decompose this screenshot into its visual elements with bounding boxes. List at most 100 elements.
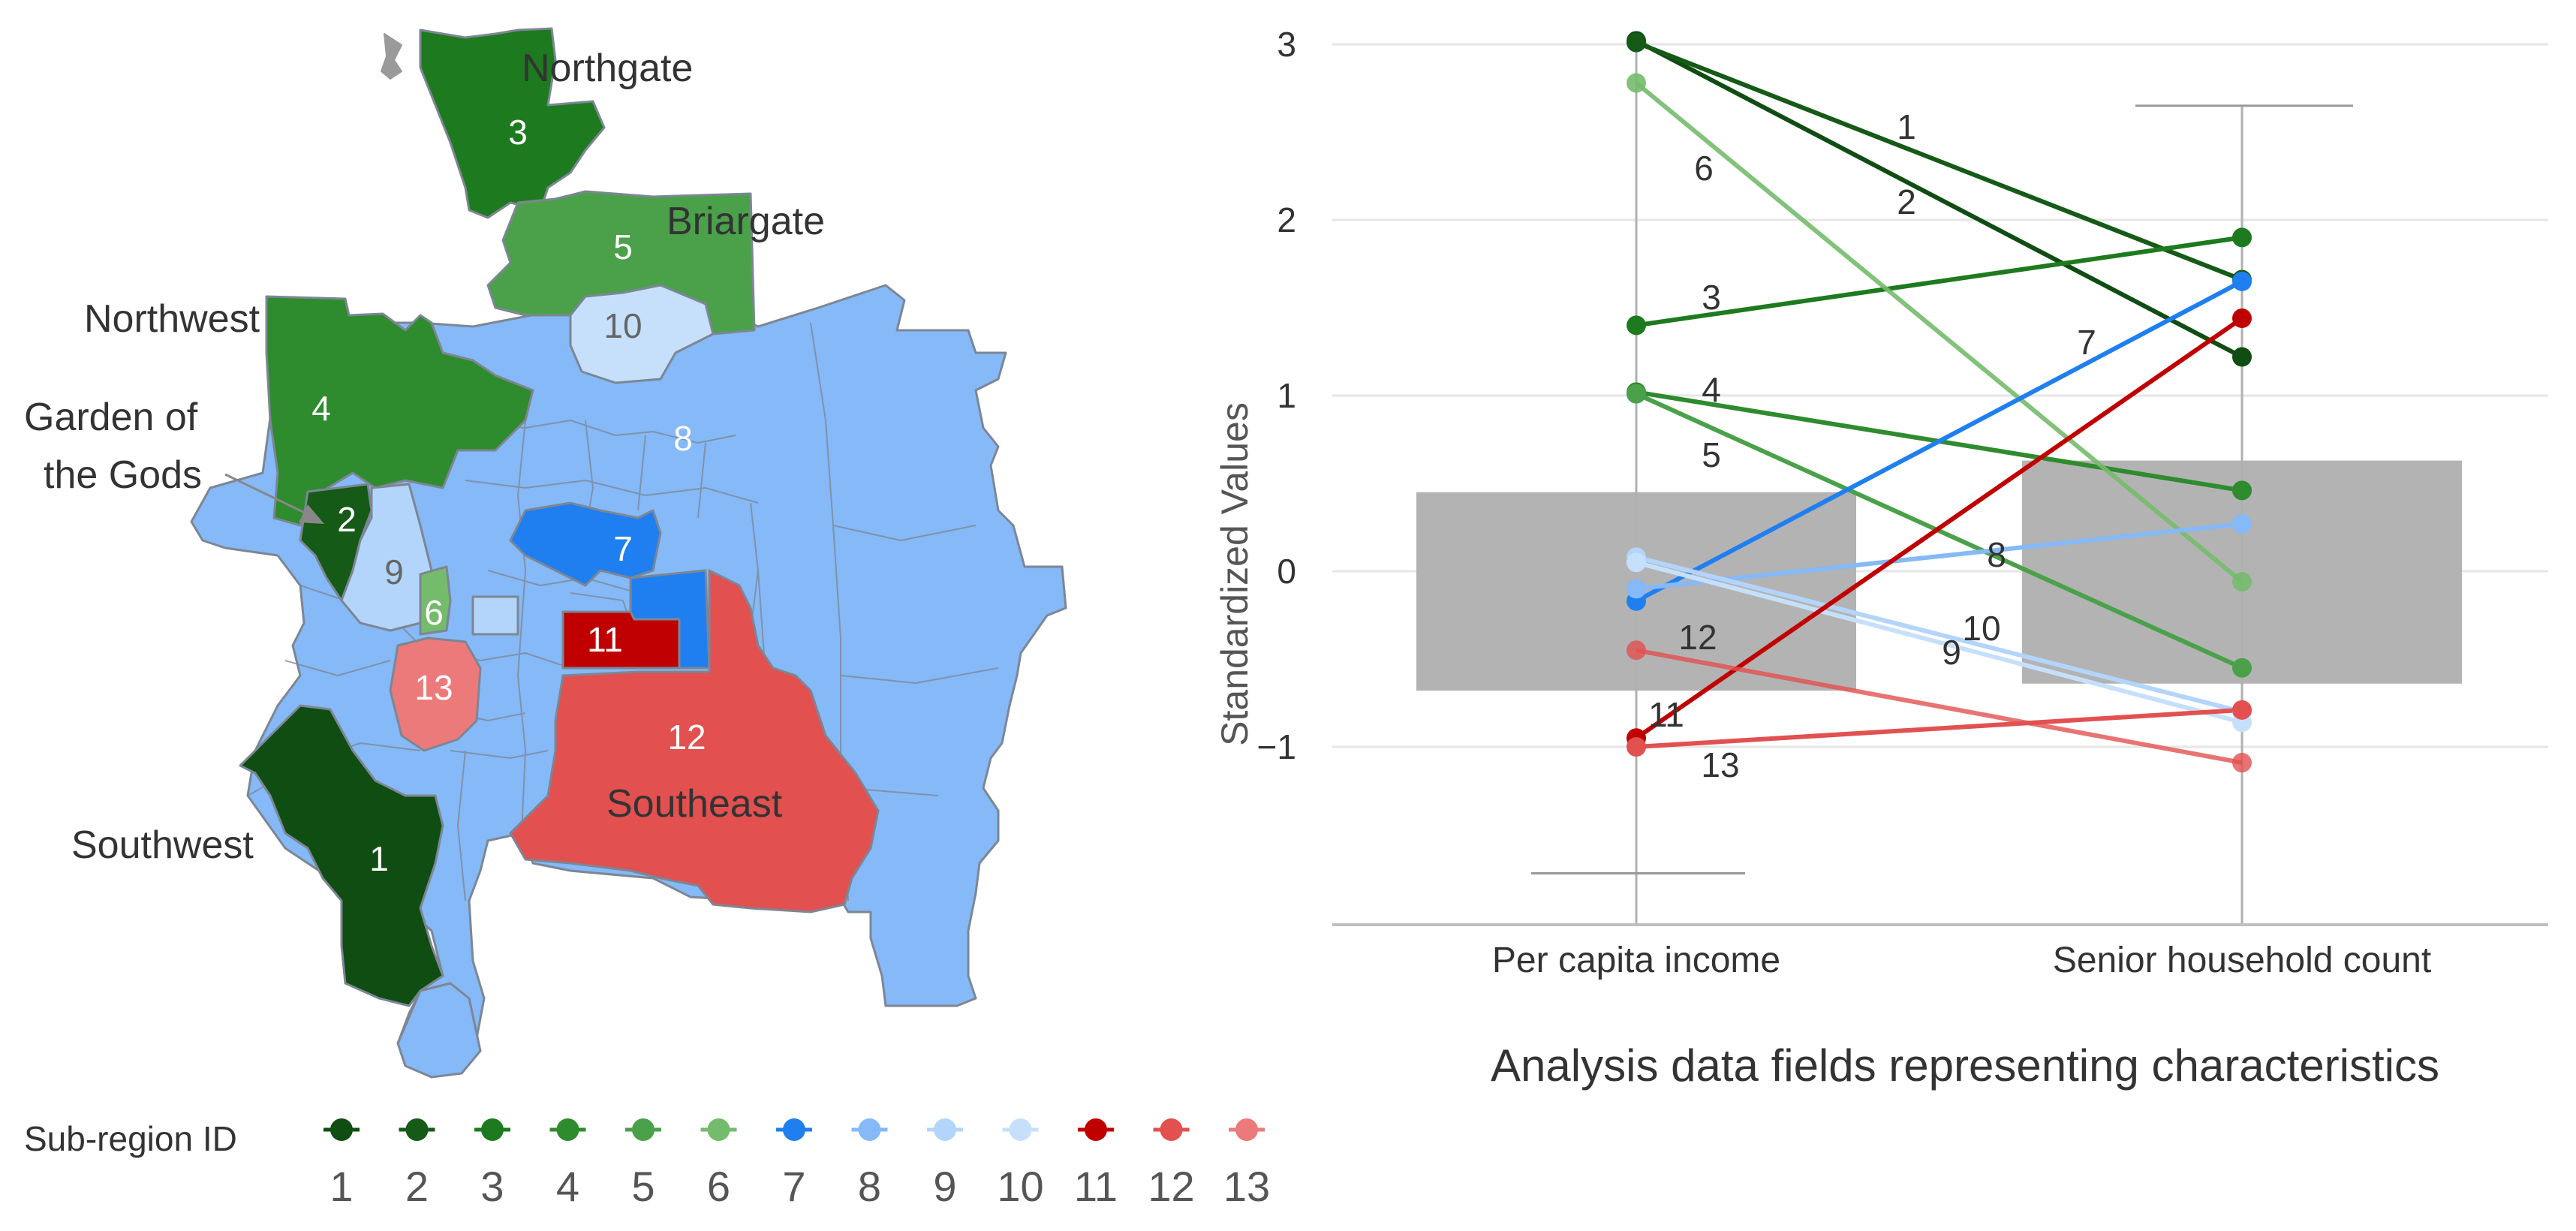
subregion-label-10: 10 <box>603 306 642 345</box>
garden-of-gods-arrowhead <box>299 504 324 524</box>
subregion-label-4: 4 <box>311 389 331 428</box>
region-label-northgate: Northgate <box>522 47 693 90</box>
region-label-southwest: Southwest <box>71 823 254 867</box>
chart-x-ticks: Per capita income Senior household count <box>1492 941 2431 980</box>
subregion-7 <box>509 501 662 587</box>
legend-dot-3 <box>481 1118 504 1141</box>
map-labels: Northgate Briargate Northwest Garden of … <box>24 47 825 867</box>
subregion-4 <box>265 295 534 527</box>
point-5-1 <box>2232 658 2252 678</box>
line-label-8: 8 <box>1987 535 2006 574</box>
city-map <box>190 27 1067 1079</box>
point-12-1 <box>2232 753 2252 773</box>
subregion-9-patch <box>471 595 519 636</box>
chart-y-axis-title: Standardized Values <box>1214 402 1256 746</box>
subregion-label-3: 3 <box>508 113 528 152</box>
legend-dot-6 <box>707 1118 730 1141</box>
y-tick-2: 1 <box>1277 376 1296 415</box>
point-11-1 <box>2232 309 2252 329</box>
y-tick-3: 0 <box>1277 552 1296 591</box>
series-line-12 <box>1636 648 2243 766</box>
line-label-3: 3 <box>1702 278 1721 317</box>
chart-x-axis-title: Analysis data fields representing charac… <box>1491 1040 2439 1091</box>
garden-of-gods-arrow <box>224 473 308 516</box>
legend-dot-1 <box>330 1118 353 1141</box>
map-lake <box>381 33 402 80</box>
series-line-13 <box>1636 707 2243 749</box>
series-line-6 <box>1635 81 2243 584</box>
chart-points <box>1627 31 2252 773</box>
legend-dot-10 <box>1009 1118 1032 1141</box>
series-line-2 <box>1635 40 2243 282</box>
region-label-southeast: Southeast <box>606 782 783 826</box>
subregion-12 <box>509 569 880 913</box>
line-label-10: 10 <box>1962 609 2000 648</box>
point-7-1 <box>2232 271 2252 291</box>
subregion-label-2: 2 <box>337 500 357 539</box>
legend-id-12: 12 <box>1148 1163 1194 1210</box>
legend-id-8: 8 <box>858 1163 881 1210</box>
point-13-1 <box>2232 700 2252 720</box>
series-line-10 <box>1636 560 2243 725</box>
legend-title: Sub-region ID <box>24 1119 237 1158</box>
legend-id-5: 5 <box>631 1163 655 1210</box>
series-line-1 <box>1635 38 2243 360</box>
legend-dot-9 <box>934 1118 956 1141</box>
point-2-0 <box>1627 32 1646 53</box>
legend-items: 1 2 3 4 5 6 7 8 9 10 11 12 13 <box>324 1118 1270 1210</box>
point-6-0 <box>1627 73 1646 93</box>
legend-id-9: 9 <box>933 1163 956 1210</box>
subregion-label-11: 11 <box>587 620 623 659</box>
legend-id-10: 10 <box>997 1163 1043 1210</box>
point-3-1 <box>2232 227 2252 248</box>
line-label-7: 7 <box>2077 323 2096 362</box>
subregion-6 <box>419 565 452 636</box>
legend-id-7: 7 <box>782 1163 805 1210</box>
line-label-5: 5 <box>1702 435 1721 474</box>
line-label-11: 11 <box>1648 695 1684 734</box>
map-bottom-tract <box>396 982 482 1079</box>
legend-id-6: 6 <box>707 1163 730 1210</box>
line-label-9: 9 <box>1942 633 1961 672</box>
subregion-label-9: 9 <box>384 552 404 591</box>
chart-boxes <box>1416 460 2462 691</box>
point-12-0 <box>1627 640 1646 661</box>
legend-id-3: 3 <box>480 1163 504 1210</box>
legend-dot-5 <box>632 1118 655 1141</box>
point-3-0 <box>1627 315 1646 336</box>
subregion-10 <box>569 284 715 384</box>
point-4-1 <box>2232 480 2252 501</box>
subregion-label-8: 8 <box>673 419 693 458</box>
subregion-label-6: 6 <box>424 593 444 632</box>
series-line-8 <box>1636 521 2243 591</box>
y-tick-4: −1 <box>1257 727 1296 766</box>
subregion-legend: Sub-region ID 1 2 3 4 5 6 7 8 9 10 11 12 13 <box>24 1118 1270 1210</box>
x-tick-0: Per capita income <box>1492 941 1780 980</box>
line-label-4: 4 <box>1702 370 1721 409</box>
point-1-1 <box>2232 347 2252 367</box>
x-tick-1: Senior household count <box>2053 941 2431 980</box>
point-8-0 <box>1627 579 1646 599</box>
subregion-3 <box>419 27 606 219</box>
legend-dot-7 <box>783 1118 805 1141</box>
legend-dot-12 <box>1160 1118 1183 1141</box>
subregion-label-12: 12 <box>667 718 706 757</box>
subregion-1 <box>239 704 444 1007</box>
legend-id-4: 4 <box>556 1163 579 1210</box>
legend-dot-4 <box>556 1118 579 1141</box>
region-label-the-gods: the Gods <box>44 453 202 497</box>
legend-id-1: 1 <box>330 1163 353 1210</box>
line-label-6: 6 <box>1694 149 1714 188</box>
line-label-2: 2 <box>1897 182 1916 221</box>
chart-y-ticks: 3 2 1 0 −1 <box>1257 25 1296 766</box>
point-10-0 <box>1627 552 1646 573</box>
point-5-0 <box>1627 384 1646 404</box>
subregion-13 <box>389 637 482 752</box>
legend-dot-11 <box>1085 1118 1107 1141</box>
series-line-7 <box>1635 279 2243 603</box>
legend-dot-2 <box>405 1118 429 1141</box>
series-line-3 <box>1636 235 2243 328</box>
